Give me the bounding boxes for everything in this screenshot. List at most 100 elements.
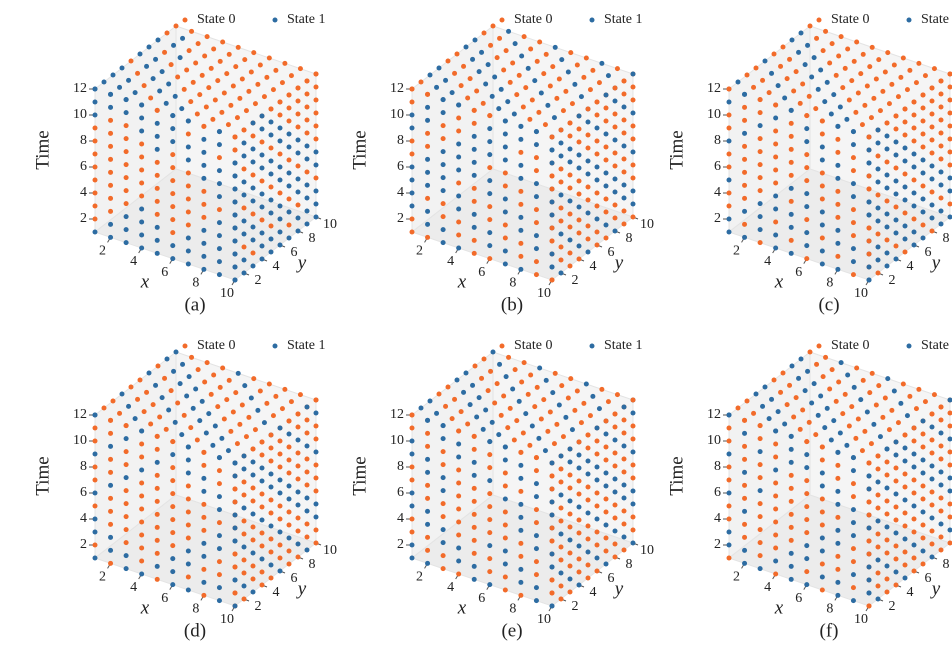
x-axis-label: x [774,271,784,292]
point [567,159,573,165]
point [836,53,842,59]
point [757,240,763,246]
point [286,118,292,124]
z-tick-label: 8 [80,459,87,474]
point [621,404,627,410]
point [603,235,609,241]
point [119,391,125,397]
point [549,134,555,140]
point [773,441,779,447]
point [409,138,415,144]
point [884,459,890,465]
point [788,107,794,113]
point [212,423,218,429]
point [630,462,636,468]
x-tick-label: 2 [733,570,740,585]
point [902,119,908,125]
point [304,430,310,436]
point [819,196,825,202]
point [164,30,170,36]
point [893,217,899,223]
point [295,528,301,534]
point [920,209,926,215]
point [866,251,872,257]
point [809,400,815,406]
point [585,497,591,503]
point [277,216,283,222]
point [819,483,825,489]
x-tick-label: 10 [220,286,234,301]
point [882,69,888,75]
point [773,102,779,108]
point [170,152,176,158]
point [108,182,114,188]
point [425,143,431,149]
point [929,176,935,182]
point [585,445,591,451]
z-tick-label: 8 [397,459,404,474]
point [766,90,772,96]
point [313,540,319,546]
point [498,86,504,92]
y-axis-label: y [613,578,624,599]
point [520,430,526,436]
point [487,256,493,262]
point [243,434,249,440]
point [788,237,794,243]
point [232,538,238,544]
point [215,404,221,410]
point [409,555,415,561]
point [788,433,794,439]
point [154,198,160,204]
point [850,572,856,578]
legend-marker [182,17,188,23]
point [822,99,828,105]
point [576,582,582,588]
point [286,548,292,554]
point [487,204,493,210]
point [277,190,283,196]
point [201,566,207,572]
point [884,589,890,595]
point [807,349,813,355]
point [621,78,627,84]
point [884,224,890,230]
point [549,499,555,505]
point [288,399,294,405]
point [578,94,584,100]
point [476,69,482,75]
point [567,237,573,243]
point [947,462,952,468]
point [123,201,129,207]
point [277,555,283,561]
point [911,568,917,574]
point [558,140,564,146]
y-tick-label: 8 [309,557,316,572]
point [456,493,462,499]
point [202,53,208,59]
point [862,102,868,108]
point [170,113,176,119]
point [911,138,917,144]
point [286,105,292,111]
point [558,205,564,211]
point [549,147,555,153]
point [123,553,129,559]
point [216,559,222,565]
point [893,569,899,575]
point [804,191,810,197]
point [518,266,524,272]
point [902,458,908,464]
point [425,208,431,214]
point [788,120,794,126]
point [864,83,870,89]
point [277,164,283,170]
point [519,53,525,59]
point [884,263,890,269]
point [594,138,600,144]
point [241,231,247,237]
point [277,438,283,444]
point [603,105,609,111]
point [533,533,539,539]
point [139,193,145,199]
